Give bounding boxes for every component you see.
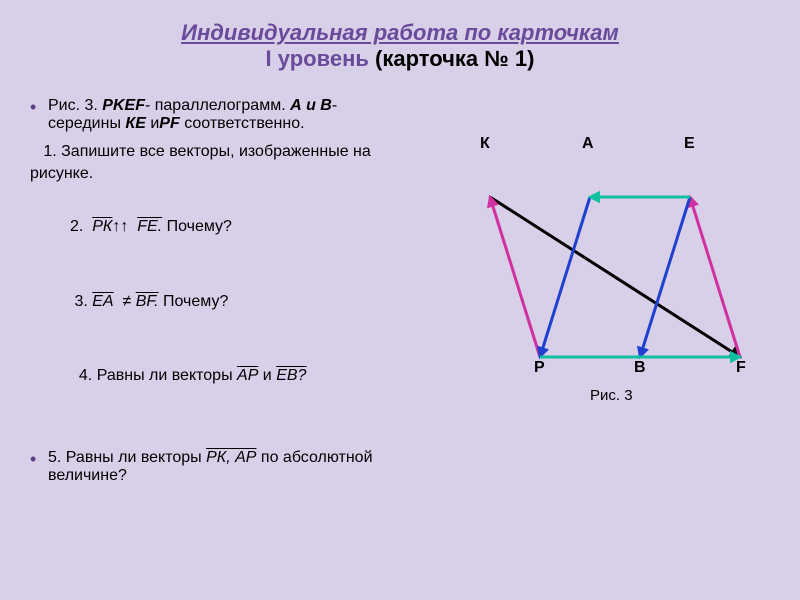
intro-prefix: Рис. 3. <box>48 97 102 114</box>
q3-v2: BF. <box>136 293 159 310</box>
intro-end: соответственно. <box>180 115 305 132</box>
q3: 3. ЕА ≠ BF. Почему? <box>30 269 410 334</box>
label-F: F <box>736 359 746 377</box>
intro-pts: А и В <box>290 97 332 114</box>
intro-sides2: PF <box>159 115 179 132</box>
q4-v1: АР <box>237 367 258 384</box>
label-P: Р <box>534 359 545 377</box>
diagram-region: К А Е Р В F Рис. 3 <box>430 97 770 477</box>
q2-v2: FE. <box>137 218 162 235</box>
label-K: К <box>480 135 490 153</box>
problem-text: Рис. 3. PKEF- параллелограмм. А и В- сер… <box>30 97 410 493</box>
intro-sides: КЕ <box>125 115 150 132</box>
label-E: Е <box>684 135 695 153</box>
title-line2a: I уровень <box>266 46 375 71</box>
q3-mid: ≠ <box>114 293 136 310</box>
q4-v2: ЕВ? <box>276 367 306 384</box>
q4-mid: и <box>258 367 276 384</box>
intro-mid1: - параллелограмм. <box>145 97 290 114</box>
q2-post: Почему? <box>162 218 232 235</box>
title-line1: Индивидуальная работа по карточкам <box>181 20 619 45</box>
intro-shape: PKEF <box>102 97 145 114</box>
intro-mid3: и <box>150 115 159 132</box>
q4-pre: 4. Равны ли векторы <box>57 367 237 384</box>
q2-pre: 2. <box>57 218 93 235</box>
label-A: А <box>582 135 594 153</box>
q3-v1: ЕА <box>92 293 113 310</box>
q2: 2. РК↑↑ FE. Почему? <box>30 194 410 259</box>
q2-arrows: ↑↑ <box>112 218 137 235</box>
q3-post: Почему? <box>159 293 229 310</box>
q5-pre: 5. Равны ли векторы <box>48 449 206 466</box>
q5-v1: РК, АР <box>206 449 256 466</box>
figure-caption: Рис. 3 <box>590 387 633 404</box>
q1: 1. Запишите все векторы, изображенные на… <box>30 141 410 184</box>
parallelogram-diagram <box>430 157 770 417</box>
q3-pre: 3. <box>57 293 93 310</box>
q4: 4. Равны ли векторы АР и ЕВ? <box>30 344 410 409</box>
q5: 5. Равны ли векторы РК, АР по абсолютной… <box>30 449 410 485</box>
title-line2b: (карточка № 1) <box>375 46 534 71</box>
q2-v1: РК <box>92 218 112 235</box>
intro-item: Рис. 3. PKEF- параллелограмм. А и В- сер… <box>30 97 410 133</box>
label-B: В <box>634 359 646 377</box>
